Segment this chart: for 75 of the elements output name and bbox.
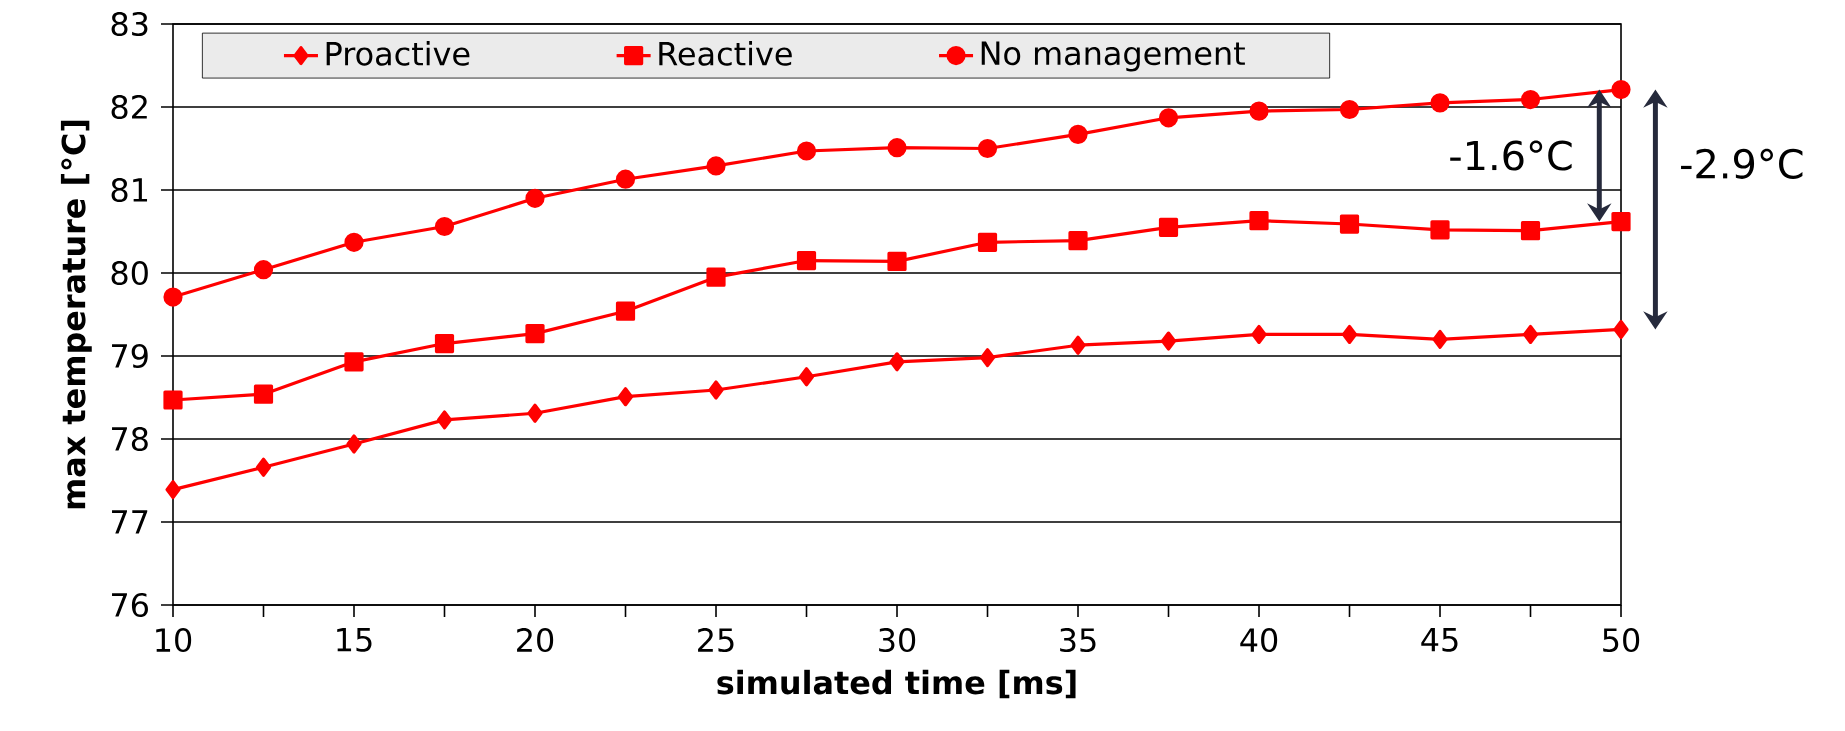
point [1249, 101, 1269, 121]
y-tick-label: 79 [112, 343, 148, 369]
y-tick-label: 78 [112, 426, 148, 452]
point [525, 188, 545, 208]
point [165, 480, 181, 500]
point [706, 267, 726, 287]
y-tick-label: 77 [112, 510, 148, 534]
point [255, 457, 272, 477]
point [1249, 211, 1269, 231]
point [436, 410, 453, 430]
point [1068, 231, 1088, 251]
point [977, 138, 998, 159]
point [1339, 99, 1360, 120]
point [798, 367, 815, 387]
point [706, 156, 726, 176]
point [1430, 220, 1450, 240]
point [1160, 331, 1177, 351]
x-tick-label: 50 [1603, 628, 1640, 653]
point [434, 216, 455, 237]
point [887, 138, 907, 158]
point [615, 301, 636, 321]
x-tick-label: 35 [1060, 628, 1096, 653]
point [525, 323, 545, 344]
point [796, 141, 817, 161]
y-tick-label: 82 [111, 94, 147, 120]
point [1251, 324, 1267, 345]
x-tick-label: 20 [517, 628, 554, 653]
x-tick-label: 40 [1240, 628, 1278, 653]
point [887, 251, 907, 271]
point [1520, 221, 1541, 241]
point [1430, 93, 1450, 113]
point [1520, 89, 1541, 110]
point [617, 387, 634, 407]
text: -2.9°C [1681, 148, 1803, 179]
point [253, 384, 274, 404]
legend-label: Reactive [659, 41, 792, 66]
point [1341, 324, 1358, 345]
point [346, 434, 362, 454]
point [1522, 324, 1539, 345]
point [344, 232, 364, 252]
point [253, 260, 274, 280]
y-tick-label: 80 [111, 260, 148, 286]
point [1339, 214, 1360, 234]
point [1613, 319, 1629, 340]
legend-label: No management [981, 41, 1245, 72]
y-tick-label: 83 [111, 11, 148, 37]
point [344, 352, 364, 372]
point [615, 169, 636, 189]
point [163, 390, 183, 410]
point [527, 403, 543, 423]
y-tick-label: 76 [112, 592, 148, 618]
point [1611, 79, 1631, 100]
point [1068, 124, 1088, 144]
point [1158, 217, 1179, 237]
point [1158, 108, 1179, 128]
point [163, 287, 183, 307]
x-tick-label: 30 [879, 628, 916, 653]
point [1432, 329, 1448, 349]
point [889, 352, 905, 372]
point [1611, 211, 1631, 232]
point [1070, 335, 1086, 355]
annotation: -1.6°C [1450, 140, 1572, 171]
point [796, 250, 817, 271]
y-axis-title: max temperature [°C] [60, 120, 92, 509]
point [708, 380, 724, 400]
y-tick-label: 81 [111, 177, 148, 203]
x-tick-label: 15 [337, 628, 372, 652]
legend-label: Proactive [326, 41, 470, 66]
x-axis-title: simulated time [ms] [717, 669, 1076, 699]
point [434, 333, 455, 354]
x-tick-label: 10 [156, 628, 192, 653]
x-tick-label: 45 [1421, 628, 1458, 652]
point [979, 348, 996, 368]
x-tick-label: 25 [698, 628, 734, 653]
point [977, 232, 998, 252]
